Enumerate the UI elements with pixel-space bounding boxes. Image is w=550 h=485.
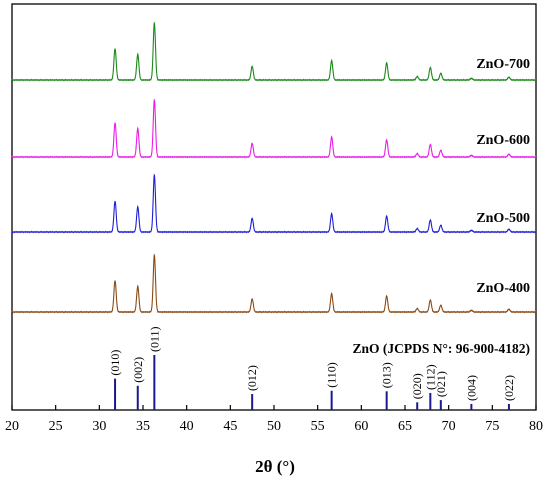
trace-label-zno-500: ZnO-500	[476, 211, 530, 226]
reference-hkl-labels: (010) (002)(011) (012) (110) (013) (020) (112)…	[108, 326, 516, 401]
reference-lines	[114, 355, 510, 410]
ref-hkl-012: (012)	[245, 365, 259, 391]
ref-hkl-110: (110)	[325, 362, 339, 388]
ref-hkl-011: (011)	[147, 326, 161, 352]
x-tick-label-55: 55	[311, 419, 325, 434]
trace-label-zno-600: ZnO-600	[476, 133, 530, 148]
ref-hkl-022: (022)	[502, 375, 516, 401]
x-axis: 20 25 30 35 40 45 50 55 60 65 70 75 80	[5, 405, 543, 434]
x-tick-label-60: 60	[354, 419, 368, 434]
trace-label-zno-700: ZnO-700	[476, 57, 530, 72]
ref-hkl-002: (002)	[131, 357, 145, 383]
x-tick-label-45: 45	[223, 419, 237, 434]
reference-title: ZnO (JCPDS N°: 96-900-4182)	[352, 341, 530, 356]
pattern-traces	[11, 21, 537, 314]
ref-hkl-013: (013)	[380, 362, 394, 388]
x-tick-label-70: 70	[442, 419, 456, 434]
x-tick-label-65: 65	[398, 419, 412, 434]
trace-zno-700	[11, 21, 537, 82]
ref-hkl-112: (112)	[423, 364, 437, 390]
pattern-labels: ZnO-700 ZnO-600 ZnO-500 ZnO-400	[476, 57, 530, 296]
trace-zno-600	[11, 98, 537, 159]
ref-hkl-021: (021)	[434, 371, 448, 397]
trace-zno-400	[11, 253, 537, 314]
x-tick-label-20: 20	[5, 419, 19, 434]
x-tick-label-75: 75	[485, 419, 499, 434]
x-tick-label-25: 25	[49, 419, 63, 434]
x-tick-label-30: 30	[92, 419, 106, 434]
x-tick-label-35: 35	[136, 419, 150, 434]
x-tick-label-80: 80	[529, 419, 543, 434]
x-tick-label-50: 50	[267, 419, 281, 434]
trace-label-zno-400: ZnO-400	[476, 281, 530, 296]
ref-hkl-020: (020)	[410, 373, 424, 399]
x-tick-label-40: 40	[180, 419, 194, 434]
x-axis-label: 2θ (°)	[255, 457, 295, 476]
ref-hkl-004: (004)	[464, 375, 478, 401]
ref-hkl-010: (010)	[108, 350, 122, 376]
trace-zno-500	[11, 173, 537, 234]
